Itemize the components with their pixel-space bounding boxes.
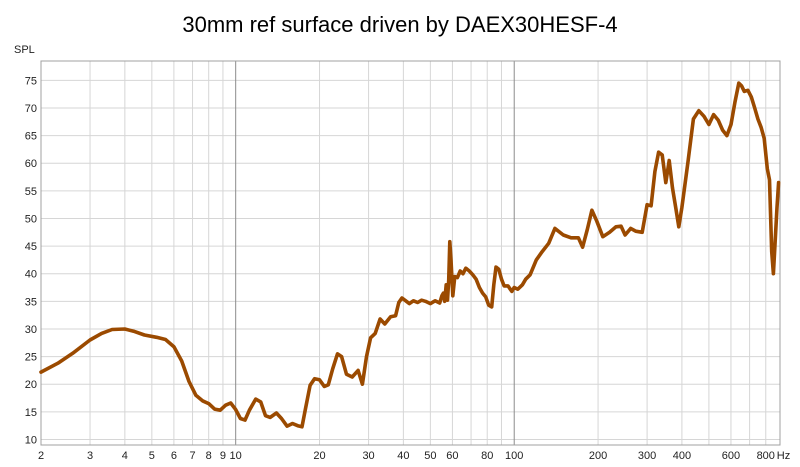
y-tick-label: 40 <box>25 269 37 281</box>
x-tick-label: 3 <box>87 450 93 462</box>
major-gridlines <box>235 61 515 445</box>
x-tick-label: 800 <box>757 450 775 462</box>
x-tick-label: 600 <box>722 450 740 462</box>
y-tick-label: 50 <box>25 213 37 225</box>
x-tick-label: 10 <box>230 450 242 462</box>
y-tick-label: 60 <box>25 158 37 170</box>
x-tick-label: 2 <box>38 450 44 462</box>
y-axis-label: SPL <box>14 44 35 56</box>
series-group <box>39 81 781 429</box>
minor-gridlines <box>41 61 780 445</box>
y-tick-label: 30 <box>25 324 37 336</box>
y-tick-label: 25 <box>25 352 37 364</box>
x-tick-label: 50 <box>424 450 436 462</box>
x-tick-label: 60 <box>446 450 458 462</box>
x-tick-label: 9 <box>220 450 226 462</box>
y-tick-label: 70 <box>25 103 37 115</box>
x-tick-label: 8 <box>206 450 212 462</box>
y-tick-label: 20 <box>25 379 37 391</box>
y-tick-label: 55 <box>25 186 37 198</box>
x-tick-label: 5 <box>149 450 155 462</box>
y-tick-label: 45 <box>25 241 37 253</box>
chart-title: 30mm ref surface driven by DAEX30HESF-4 <box>182 12 617 37</box>
x-tick-labels: 2 3 4 5 6 7 8 9 10 20 30 40 50 60 80 100 200 300 400 600 800… <box>38 450 790 462</box>
x-tick-label: 6 <box>171 450 177 462</box>
x-tick-label: 7 <box>189 450 195 462</box>
x-tick-label: 20 <box>313 450 325 462</box>
plot-frame <box>40 60 781 446</box>
series-line-1 <box>39 81 781 429</box>
x-tick-label: 30 <box>362 450 374 462</box>
x-tick-label: 100 <box>505 450 523 462</box>
x-tick-label: 4 <box>122 450 128 462</box>
x-tick-label: 40 <box>397 450 409 462</box>
x-tick-label: 300 <box>638 450 656 462</box>
y-tick-label: 35 <box>25 296 37 308</box>
y-tick-label: 15 <box>25 407 37 419</box>
y-tick-label: 10 <box>25 434 37 446</box>
y-tick-labels: 10 15 20 25 30 35 40 45 50 55 60 65 70 75 <box>25 75 37 446</box>
x-axis-unit: Hz <box>777 450 790 462</box>
y-tick-label: 65 <box>25 131 37 143</box>
x-tick-label: 80 <box>481 450 493 462</box>
x-tick-label: 200 <box>589 450 607 462</box>
y-tick-label: 75 <box>25 75 37 87</box>
x-tick-label: 400 <box>673 450 691 462</box>
